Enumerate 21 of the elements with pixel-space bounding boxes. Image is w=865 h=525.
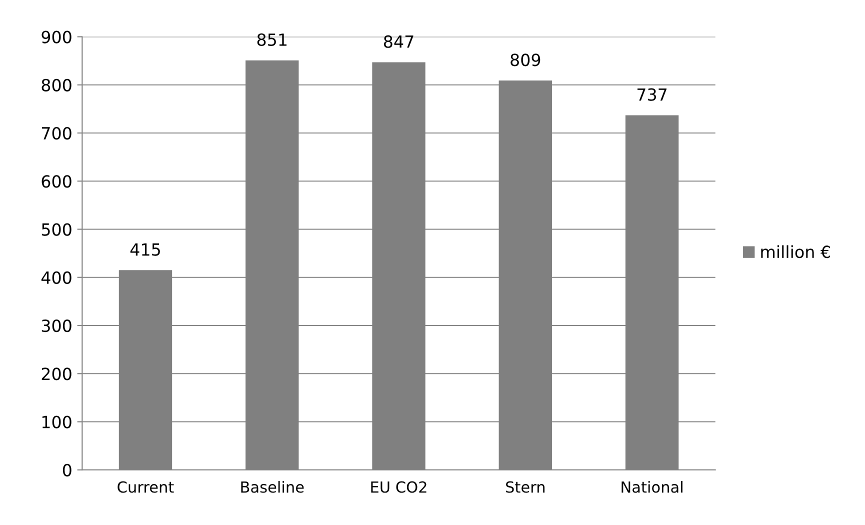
y-tick-label: 200 bbox=[42, 368, 72, 380]
x-tick-label: Baseline bbox=[241, 480, 304, 493]
x-tick-label: Current bbox=[118, 481, 174, 493]
data-label: 737 bbox=[638, 88, 667, 101]
data-label: 809 bbox=[510, 54, 540, 66]
y-tick-label: 100 bbox=[42, 416, 72, 428]
y-tick-label: 600 bbox=[42, 175, 72, 188]
data-label: 415 bbox=[130, 243, 160, 256]
data-label: 851 bbox=[257, 33, 286, 46]
data-label: 847 bbox=[384, 35, 414, 48]
legend-label: million € bbox=[761, 245, 830, 258]
y-tick-label: 500 bbox=[42, 223, 72, 236]
y-tick-label: 0 bbox=[62, 464, 72, 476]
y-tick-label: 800 bbox=[42, 78, 72, 92]
x-tick-label: National bbox=[622, 480, 682, 493]
x-tick-label: EU CO2 bbox=[371, 481, 426, 493]
y-tick-label: 700 bbox=[42, 126, 72, 140]
y-tick-label: 300 bbox=[42, 319, 72, 332]
x-tick-label: Stern bbox=[506, 481, 544, 493]
y-tick-label: 400 bbox=[41, 271, 72, 284]
y-tick-label: 900 bbox=[42, 30, 72, 44]
